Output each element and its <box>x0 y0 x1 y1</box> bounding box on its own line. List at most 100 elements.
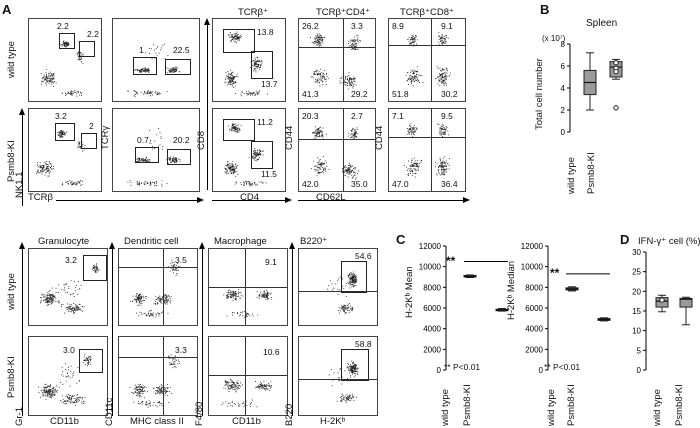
y-tick-label: 6000 <box>525 304 543 313</box>
header-dendritic: Dendritic cell <box>124 236 179 247</box>
box-chart-spleen: 0 2 4 6 8 <box>561 40 623 137</box>
panel-b-title: Spleen <box>586 18 618 29</box>
value-label: 51.8 <box>392 89 409 99</box>
header-tcrb-cd4: TCRβ⁺CD4⁺ <box>316 7 371 18</box>
data-point <box>659 297 665 303</box>
value-label: 9.1 <box>265 257 277 267</box>
y-tick-label: 15 <box>632 307 641 316</box>
flow-plot-wt-macrophage: 9.1 <box>208 248 288 326</box>
box-chart-ifng: 0 5 10 15 20 25 30 <box>632 248 693 375</box>
axis-label-cd11c: CD11c <box>104 397 115 426</box>
row-label-psmb8-bottom: Psmb8-KI <box>6 356 17 398</box>
data-point <box>613 60 619 66</box>
xlabel: wild type <box>652 389 663 426</box>
y-tick-label: 4000 <box>423 325 441 334</box>
axis-arrow <box>18 242 25 416</box>
y-tick-label: 0 <box>539 366 544 375</box>
value-label: 3.2 <box>65 255 77 265</box>
flow-plot-wt-granulocyte: 3.2 <box>28 248 108 326</box>
box-chart-h2kb-median: 0 2000 4000 6000 8000 10000 12000 <box>521 242 611 375</box>
y-tick-label: 12000 <box>419 242 442 251</box>
y-tick-label: 4 <box>561 84 566 93</box>
panel-letter-a: A <box>2 2 12 17</box>
box-wild-type <box>655 294 669 313</box>
value-label: 7.1 <box>392 111 404 121</box>
value-label: 47.0 <box>392 179 409 189</box>
value-label: 22.5 <box>173 45 190 55</box>
value-label: 13.7 <box>261 79 278 89</box>
xlabel: wild type <box>546 389 557 426</box>
value-label: 11.5 <box>261 169 277 179</box>
value-label: 1 <box>139 45 144 55</box>
axis-label-cd44-b: CD44 <box>374 125 385 150</box>
flow-plot-ki-cd8-cd4: 11.2 11.5 <box>212 108 286 192</box>
flow-plot-ki-dendritic: 3.3 <box>118 336 198 416</box>
y-tick-label: 20 <box>632 287 641 296</box>
data-point <box>613 68 619 75</box>
flow-plot-ki-tcrg-tcrb: 0.7 20.2 <box>112 108 200 192</box>
y-tick-label: 2000 <box>525 345 543 354</box>
axis-label-cd8: CD8 <box>196 130 207 150</box>
axis-arrow <box>56 196 204 203</box>
box-psmb8-ki <box>609 58 623 111</box>
y-tick-label: 8 <box>561 40 566 49</box>
flow-plot-ki-macrophage: 10.6 <box>208 336 288 416</box>
axis-label-cd4: CD4 <box>240 192 260 203</box>
box-wild-type <box>565 286 579 292</box>
axis-arrow <box>212 196 292 203</box>
value-label: 9.5 <box>441 111 453 121</box>
y-tick-label: 8000 <box>525 283 543 292</box>
axis-arrow <box>203 18 210 190</box>
y-tick-label: 5 <box>637 346 642 355</box>
box-wild-type <box>463 274 477 279</box>
axis-label-cd62l: CD62L <box>316 192 346 203</box>
axis-label-tcrb: TCRβ <box>28 192 53 203</box>
y-tick-label: 4000 <box>525 325 543 334</box>
header-granulocyte: Granulocyte <box>38 236 90 247</box>
y-tick-label: 10000 <box>521 263 544 272</box>
axis-label-b220: B220 <box>284 403 295 426</box>
header-b220: B220⁺ <box>300 236 328 247</box>
axis-arrow <box>18 108 25 206</box>
xlabel: Psmb8-KI <box>586 152 597 194</box>
axis-label-f480: F4/80 <box>194 401 205 426</box>
value-label: 41.3 <box>302 89 319 99</box>
data-point <box>613 105 619 111</box>
value-label: 2.7 <box>351 111 363 121</box>
panel-d-title: IFN-γ⁺ cell (%) <box>638 236 700 247</box>
value-label: 3.2 <box>55 111 67 121</box>
flow-plot-wt-cd8-cd4: 13.8 13.7 <box>212 18 286 102</box>
value-label: 2.2 <box>57 21 69 31</box>
sig-marker-mean: ** <box>446 254 456 268</box>
value-label: 2 <box>89 121 94 131</box>
panel-b-scale: (x 10⁷) <box>542 34 566 43</box>
flow-plot-ki-granulocyte: 3.0 <box>28 336 108 416</box>
y-tick-label: 30 <box>632 248 641 257</box>
value-label: 2.2 <box>87 29 99 39</box>
flow-plot-wt-tcrg-tcrb: 1 22.5 <box>112 18 200 102</box>
value-label: 0.7 <box>137 135 149 145</box>
box-wild-type <box>583 52 597 111</box>
value-label: 13.8 <box>257 27 274 37</box>
value-label: 3.0 <box>63 345 75 355</box>
flow-plot-ki-cd44-cd62l-cd4: 20.3 2.7 42.0 35.0 <box>298 108 376 192</box>
panel-letter-b: B <box>540 2 550 17</box>
axis-label-h2kb: H-2Kᵇ <box>320 416 346 427</box>
row-label-wild-type-top: wild type <box>6 41 17 78</box>
box-psmb8-ki <box>679 296 693 326</box>
value-label: 36.4 <box>441 179 458 189</box>
header-macrophage: Macrophage <box>214 236 267 247</box>
flow-plot-wt-nk11-tcrb: 2.2 2.2 <box>28 18 102 102</box>
axis-label-tcrg: TCRγ <box>100 125 111 150</box>
header-tcrb-cd8: TCRβ⁺CD8⁺ <box>400 7 455 18</box>
xlabel: Psmb8-KI <box>566 384 577 426</box>
sig-marker-median: ** <box>550 266 560 280</box>
value-label: 3.3 <box>351 21 363 31</box>
axis-arrow <box>298 196 470 203</box>
axis-arrow <box>198 242 205 416</box>
p-note-mean: ** P<0.01 <box>444 362 481 372</box>
axis-label-cd11b-b: CD11b <box>232 416 261 427</box>
box-psmb8-ki <box>495 308 509 312</box>
value-label: 30.2 <box>441 89 458 99</box>
flow-plot-ki-b220: 58.8 <box>298 336 378 416</box>
